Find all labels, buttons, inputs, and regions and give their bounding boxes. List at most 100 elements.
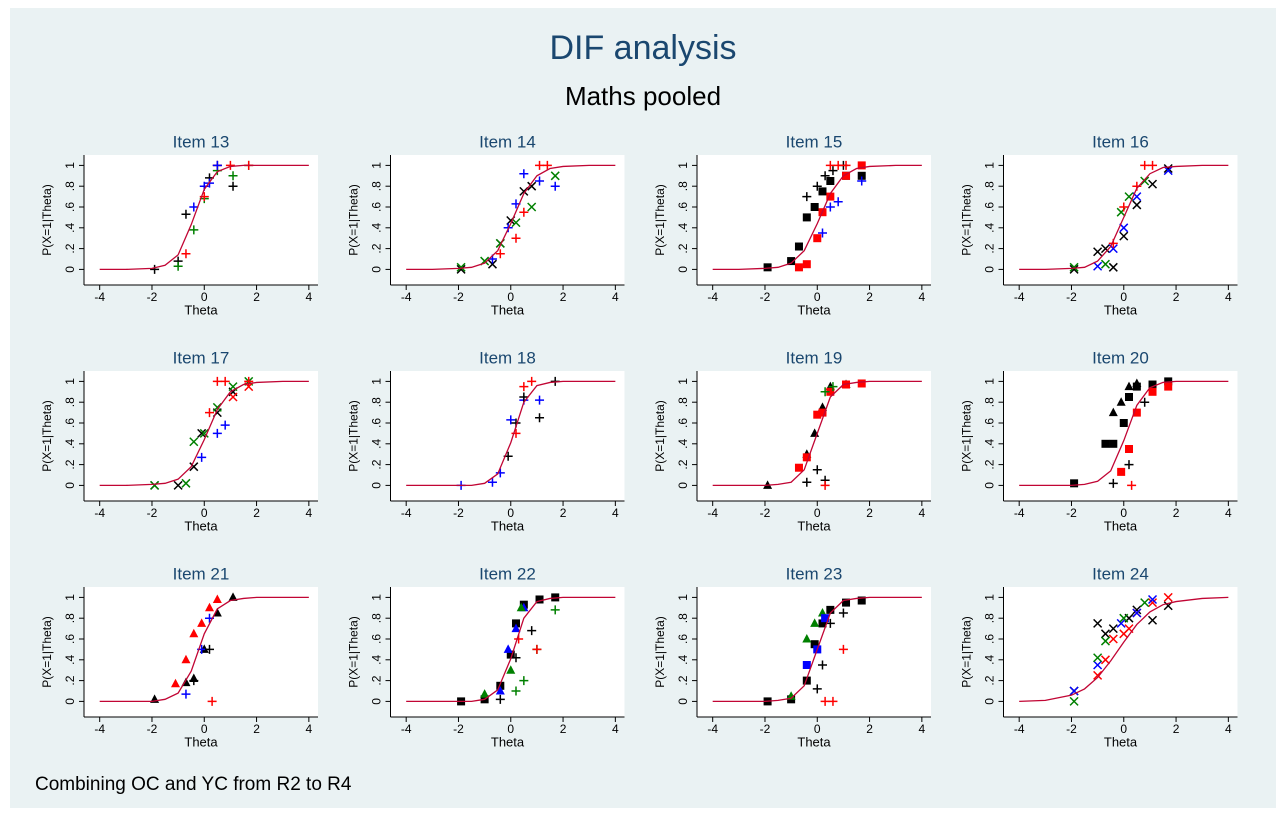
panel-title: Item 20 xyxy=(1092,348,1149,367)
y-tick-label: .6 xyxy=(370,202,384,212)
marker-square xyxy=(787,257,796,266)
marker-plus xyxy=(527,376,537,386)
y-tick-label: .4 xyxy=(63,438,77,448)
y-axis-title: P(X=1|Theta) xyxy=(960,400,974,471)
x-tick-label: -4 xyxy=(401,290,412,304)
x-tick-label: -4 xyxy=(1014,290,1025,304)
fit-curve xyxy=(1019,164,1229,271)
y-tick-label: 1 xyxy=(370,162,384,169)
fit-curve xyxy=(712,380,922,487)
y-axis-title: P(X=1|Theta) xyxy=(653,616,667,687)
marker-plus xyxy=(820,696,830,706)
marker-triangle xyxy=(171,678,181,688)
marker-cross xyxy=(1108,262,1118,272)
y-tick-label: .6 xyxy=(983,418,997,428)
panel: Item 20 Theta P(X=1|Theta) -4 -2 0 2 4 0 .2 .4 .6 .8… xyxy=(960,348,1238,533)
x-tick-label: 4 xyxy=(1225,506,1232,520)
marker-triangle xyxy=(1124,381,1134,391)
panel: Item 16 Theta P(X=1|Theta) -4 -2 0 2 4 0 .2 .4 .6 .8… xyxy=(960,132,1238,317)
marker-triangle xyxy=(1108,407,1118,417)
fit-curve xyxy=(1019,380,1229,487)
marker-square xyxy=(802,661,811,669)
y-axis-title: P(X=1|Theta) xyxy=(653,400,667,471)
x-tick-label: 0 xyxy=(1120,290,1127,304)
marker-plus xyxy=(1127,480,1137,490)
marker-square xyxy=(794,242,803,251)
y-tick-label: 1 xyxy=(63,162,77,169)
fit-curve xyxy=(99,596,309,703)
marker-plus xyxy=(511,686,521,696)
marker-square xyxy=(794,263,803,272)
marker-cross xyxy=(1069,262,1079,272)
fit-curve xyxy=(406,164,616,271)
marker-triangle xyxy=(1132,378,1142,387)
marker-square xyxy=(794,463,803,472)
y-tick-label: .2 xyxy=(370,459,384,469)
marker-plus xyxy=(820,387,830,397)
x-tick-label: 4 xyxy=(919,722,926,736)
marker-triangle xyxy=(503,644,513,653)
x-tick-label: 0 xyxy=(1120,722,1127,736)
y-tick-label: 0 xyxy=(63,698,77,705)
marker-plus xyxy=(1148,160,1158,170)
x-tick-label: -4 xyxy=(94,290,105,304)
x-tick-label: 0 xyxy=(201,506,208,520)
marker-square xyxy=(802,453,811,462)
marker-triangle xyxy=(480,689,490,698)
x-tick-label: 2 xyxy=(1173,290,1180,304)
plot-area xyxy=(1003,371,1238,501)
marker-plus xyxy=(495,249,505,259)
marker-plus xyxy=(802,192,812,202)
marker-cross xyxy=(1093,261,1103,271)
marker-cross xyxy=(189,437,199,447)
marker-plus xyxy=(204,408,214,418)
marker-plus xyxy=(535,176,545,186)
y-tick-label: 0 xyxy=(370,698,384,705)
x-axis-title: Theta xyxy=(1104,302,1138,317)
panel-title: Item 15 xyxy=(786,132,843,151)
marker-square xyxy=(857,171,866,180)
marker-square xyxy=(857,379,866,388)
marker-square xyxy=(1101,439,1110,448)
marker-cross xyxy=(1132,200,1142,210)
marker-triangle xyxy=(810,618,820,627)
x-tick-label: 4 xyxy=(612,290,619,304)
y-axis-title: P(X=1|Theta) xyxy=(960,616,974,687)
marker-triangle xyxy=(495,686,505,695)
y-tick-label: 0 xyxy=(983,482,997,489)
x-axis-title: Theta xyxy=(491,302,525,317)
panel-title: Item 22 xyxy=(479,564,536,583)
x-tick-label: 2 xyxy=(253,290,260,304)
marker-plus xyxy=(542,160,552,170)
x-tick-label: 0 xyxy=(814,290,821,304)
marker-plus xyxy=(207,696,217,706)
marker-plus xyxy=(225,160,235,170)
marker-plus xyxy=(535,160,545,170)
marker-square xyxy=(496,681,505,690)
y-tick-label: .6 xyxy=(370,634,384,644)
chart-subtitle: Maths pooled xyxy=(565,81,721,111)
y-tick-label: 1 xyxy=(983,378,997,385)
plot-area xyxy=(1003,155,1238,285)
y-tick-label: 1 xyxy=(676,594,690,601)
y-tick-label: .4 xyxy=(370,222,384,232)
marker-cross xyxy=(1132,605,1142,615)
y-tick-label: .8 xyxy=(983,181,997,191)
marker-plus xyxy=(212,160,222,170)
x-axis-title: Theta xyxy=(184,518,218,533)
marker-plus xyxy=(812,181,822,191)
panel: Item 23 Theta P(X=1|Theta) -4 -2 0 2 4 0 .2 .4 .6 .8… xyxy=(653,564,931,749)
y-tick-label: .4 xyxy=(983,438,997,448)
marker-square xyxy=(1132,408,1141,417)
marker-cross xyxy=(1140,598,1150,608)
y-tick-label: 0 xyxy=(370,266,384,273)
marker-cross xyxy=(1147,594,1158,605)
marker-cross xyxy=(1116,618,1126,628)
marker-plus xyxy=(519,169,529,179)
marker-cross xyxy=(1069,264,1079,274)
marker-cross xyxy=(228,392,238,402)
y-tick-label: .4 xyxy=(676,438,690,448)
marker-plus xyxy=(519,676,529,686)
y-tick-label: .2 xyxy=(983,459,997,469)
